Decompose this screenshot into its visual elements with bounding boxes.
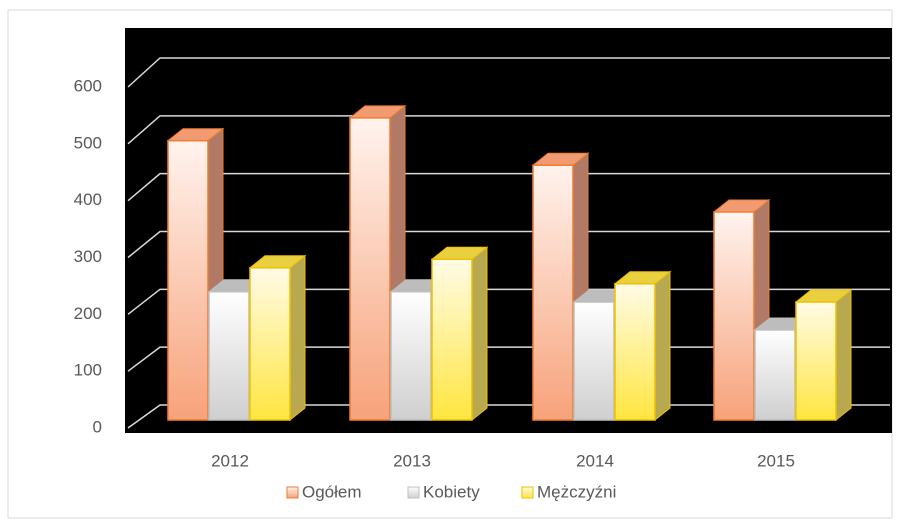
bar-side — [289, 254, 306, 422]
y-tick-label: 600 — [74, 76, 102, 95]
bar-front — [713, 211, 755, 421]
x-tick-label: 2014 — [576, 451, 614, 470]
x-tick-label: 2013 — [393, 451, 431, 470]
bar-front — [573, 301, 615, 421]
y-tick-label: 300 — [74, 247, 102, 266]
bar-front — [795, 301, 837, 421]
legend-label: Mężczyźni — [537, 482, 616, 501]
grid-line — [127, 115, 890, 145]
bar-front — [614, 283, 656, 421]
bar — [430, 246, 489, 422]
bar-front — [349, 117, 391, 421]
bar-front — [754, 329, 796, 421]
y-tick-label: 500 — [74, 133, 102, 152]
bar-front — [532, 164, 574, 421]
legend-label: Kobiety — [423, 482, 480, 501]
x-tick-label: 2015 — [757, 451, 795, 470]
bar-front — [208, 291, 250, 421]
bar-side — [835, 288, 852, 422]
legend-label: Ogółem — [302, 482, 362, 501]
bar-side — [654, 270, 671, 422]
bar-side — [471, 246, 488, 422]
grid-line — [127, 230, 890, 259]
grid-line — [127, 57, 890, 88]
bar — [794, 288, 853, 422]
bar-front — [249, 267, 291, 421]
legend-swatch — [286, 486, 299, 499]
legend-swatch — [407, 486, 420, 499]
grid-line — [127, 172, 890, 202]
bar-front — [390, 291, 432, 421]
bar — [613, 270, 672, 422]
legend-swatch — [521, 486, 534, 499]
x-tick-label: 2012 — [211, 451, 249, 470]
y-tick-label: 200 — [74, 304, 102, 323]
y-tick-label: 400 — [74, 190, 102, 209]
bar-front — [431, 258, 473, 421]
y-tick-label: 0 — [93, 417, 102, 436]
bar-front — [167, 139, 209, 421]
y-tick-label: 100 — [74, 361, 102, 380]
bar — [248, 254, 307, 422]
